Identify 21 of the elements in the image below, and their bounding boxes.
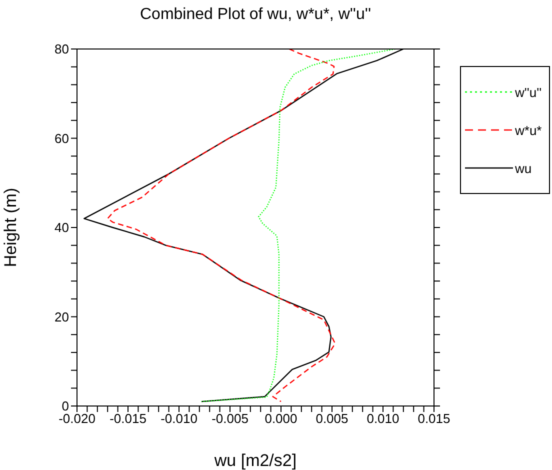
x-axis-title: wu [m2/s2]: [213, 451, 297, 470]
x-tick-label: -0.010: [160, 411, 198, 426]
line-series: [200, 49, 396, 402]
x-tick-label: -0.020: [58, 411, 96, 426]
x-tick-label: 0.005: [316, 411, 348, 426]
x-tick-label: 0.010: [366, 411, 400, 426]
x-tick-label: -0.015: [110, 411, 146, 426]
chart-title: Combined Plot of wu, w*u*, w''u'': [139, 6, 372, 24]
legend-label: w''u'': [515, 84, 542, 100]
legend-label: w*u*: [515, 122, 542, 138]
y-tick-label: 20: [54, 309, 69, 324]
y-tick-label: 60: [54, 130, 69, 146]
x-tick-label: 0.000: [264, 411, 298, 426]
x-tick-label: 0.015: [418, 411, 450, 426]
y-tick-label: 0: [62, 398, 69, 414]
line-series: [107, 49, 336, 402]
y-axis-title: Height (m): [1, 188, 20, 268]
legend-label: wu: [515, 160, 532, 176]
y-tick-label: 40: [54, 220, 69, 236]
y-tick-label: 80: [54, 42, 69, 57]
x-tick-label: -0.005: [212, 411, 248, 426]
